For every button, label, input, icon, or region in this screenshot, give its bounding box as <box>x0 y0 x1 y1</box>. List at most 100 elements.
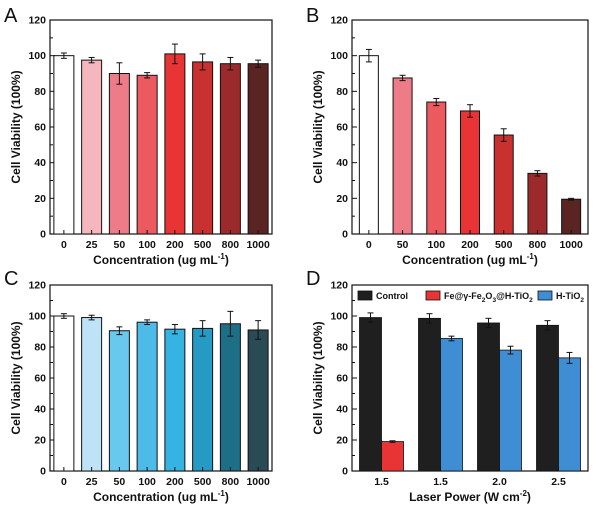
y-tick-label: 120 <box>28 15 46 27</box>
x-tick-label: 200 <box>461 239 479 251</box>
x-tick-label: 1000 <box>559 239 583 251</box>
panel-d-plot: 0 20 40 60 80 100 120 Cell Viability (100%) Lase… <box>311 280 589 504</box>
bar <box>536 324 559 472</box>
bar <box>192 61 214 235</box>
y-tick-label: 0 <box>342 229 348 241</box>
legend-label-htio2: H-TiO2 <box>556 291 584 304</box>
bar <box>392 77 413 235</box>
y-tick-label: 0 <box>342 466 348 478</box>
x-tick-label: 0 <box>61 239 67 251</box>
panel-c-plot: 0 20 40 60 80 100 120 Cell Viability (100%) Conc… <box>9 280 273 504</box>
x-tick-label: 500 <box>194 239 212 251</box>
x-tick-label: 0 <box>366 239 372 251</box>
bar <box>493 134 514 235</box>
legend-label-control: Control <box>376 291 408 301</box>
y-tick-label: 40 <box>34 157 46 169</box>
bar <box>561 198 582 235</box>
bar <box>108 73 130 235</box>
y-tick-label: 80 <box>336 86 348 98</box>
bar <box>558 357 581 472</box>
bar <box>53 55 75 235</box>
bar <box>192 327 214 472</box>
x-tick-label: 200 <box>166 239 184 251</box>
y-axis-label: Cell Viability (100%) <box>9 70 23 183</box>
y-tick-label: 0 <box>40 466 46 478</box>
bar <box>247 63 269 235</box>
legend-swatch <box>357 290 373 301</box>
bar <box>418 317 441 472</box>
bar <box>136 321 158 472</box>
panel-b: B 0 20 40 60 80 100 120 Cell Viability (100%) Co… <box>306 5 589 267</box>
x-tick-label: 100 <box>428 239 446 251</box>
bar <box>136 74 158 235</box>
x-tick-label: 500 <box>495 239 513 251</box>
x-tick-label: 25 <box>86 239 98 251</box>
y-axis-label: Cell Viability (100%) <box>311 70 325 183</box>
y-tick-label: 100 <box>28 311 46 323</box>
panel-c-label: C <box>4 268 18 290</box>
y-tick-label: 40 <box>34 404 46 416</box>
bar <box>477 322 500 472</box>
bar <box>499 349 522 472</box>
x-tick-label: 50 <box>114 239 126 251</box>
y-tick-label: 20 <box>336 435 348 447</box>
y-tick-label: 60 <box>336 373 348 385</box>
y-tick-label: 120 <box>330 280 348 292</box>
bar <box>164 328 186 472</box>
x-tick-label: 2.5 <box>551 476 566 488</box>
y-tick-label: 80 <box>34 86 46 98</box>
x-tick-label: 500 <box>194 476 212 488</box>
legend-label-fe: Fe@γ-Fe2O3@H-TiO2 <box>444 291 533 304</box>
panel-a-label: A <box>4 5 18 27</box>
x-tick-label: 1.5 <box>374 476 389 488</box>
bar <box>381 441 404 472</box>
y-tick-label: 20 <box>34 435 46 447</box>
x-tick-label: 100 <box>138 476 156 488</box>
y-tick-label: 20 <box>336 193 348 205</box>
x-tick-label: 25 <box>86 476 98 488</box>
x-tick-label: 200 <box>166 476 184 488</box>
y-tick-label: 60 <box>336 122 348 134</box>
x-tick-label: 800 <box>222 239 240 251</box>
x-tick-label: 0 <box>61 476 67 488</box>
bar <box>440 338 463 472</box>
x-tick-label: 50 <box>114 476 126 488</box>
bar <box>81 59 103 235</box>
y-axis-label: Cell Viability (100%) <box>311 321 325 434</box>
bar <box>219 323 241 472</box>
panel-d-label: D <box>306 268 320 290</box>
panel-a: A 0 20 40 60 80 100 120 Cell Viability (100%) Co… <box>4 5 273 267</box>
bar <box>460 110 480 235</box>
y-tick-label: 80 <box>336 342 348 354</box>
x-tick-label: 1000 <box>246 239 270 251</box>
y-tick-label: 100 <box>28 50 46 62</box>
x-axis-label: Concentration (ug mL-1) <box>402 252 538 267</box>
x-tick-label: 2.0 <box>492 476 507 488</box>
x-tick-label: 100 <box>138 239 156 251</box>
x-axis-label: Laser Power (W cm-2) <box>409 489 531 504</box>
y-tick-label: 60 <box>34 122 46 134</box>
panel-c: C 0 20 40 60 80 100 120 Cell Viability (100%) Co… <box>4 268 273 504</box>
y-tick-label: 80 <box>34 342 46 354</box>
bar <box>426 101 447 235</box>
y-tick-label: 100 <box>330 311 348 323</box>
y-tick-label: 20 <box>34 193 46 205</box>
x-tick-label: 800 <box>222 476 240 488</box>
y-axis-label: Cell Viability (100%) <box>9 321 23 434</box>
y-tick-label: 100 <box>330 50 348 62</box>
y-tick-label: 40 <box>336 157 348 169</box>
x-tick-label: 1.5 <box>433 476 448 488</box>
y-tick-label: 0 <box>40 229 46 241</box>
x-tick-label: 800 <box>529 239 547 251</box>
bar <box>219 63 241 235</box>
x-tick-label: 50 <box>397 239 409 251</box>
bar <box>359 317 382 472</box>
panel-b-label: B <box>306 5 319 27</box>
x-tick-label: 1000 <box>246 476 270 488</box>
y-tick-label: 40 <box>336 404 348 416</box>
panel-a-plot: 0 20 40 60 80 100 120 Cell Viability (100%) Conc… <box>9 15 273 267</box>
panel-d: D 0 20 40 60 80 100 120 Cell Viability (100%) La… <box>306 268 589 504</box>
bar <box>53 315 75 472</box>
x-axis-label: Concentration (ug mL-1) <box>93 252 229 267</box>
